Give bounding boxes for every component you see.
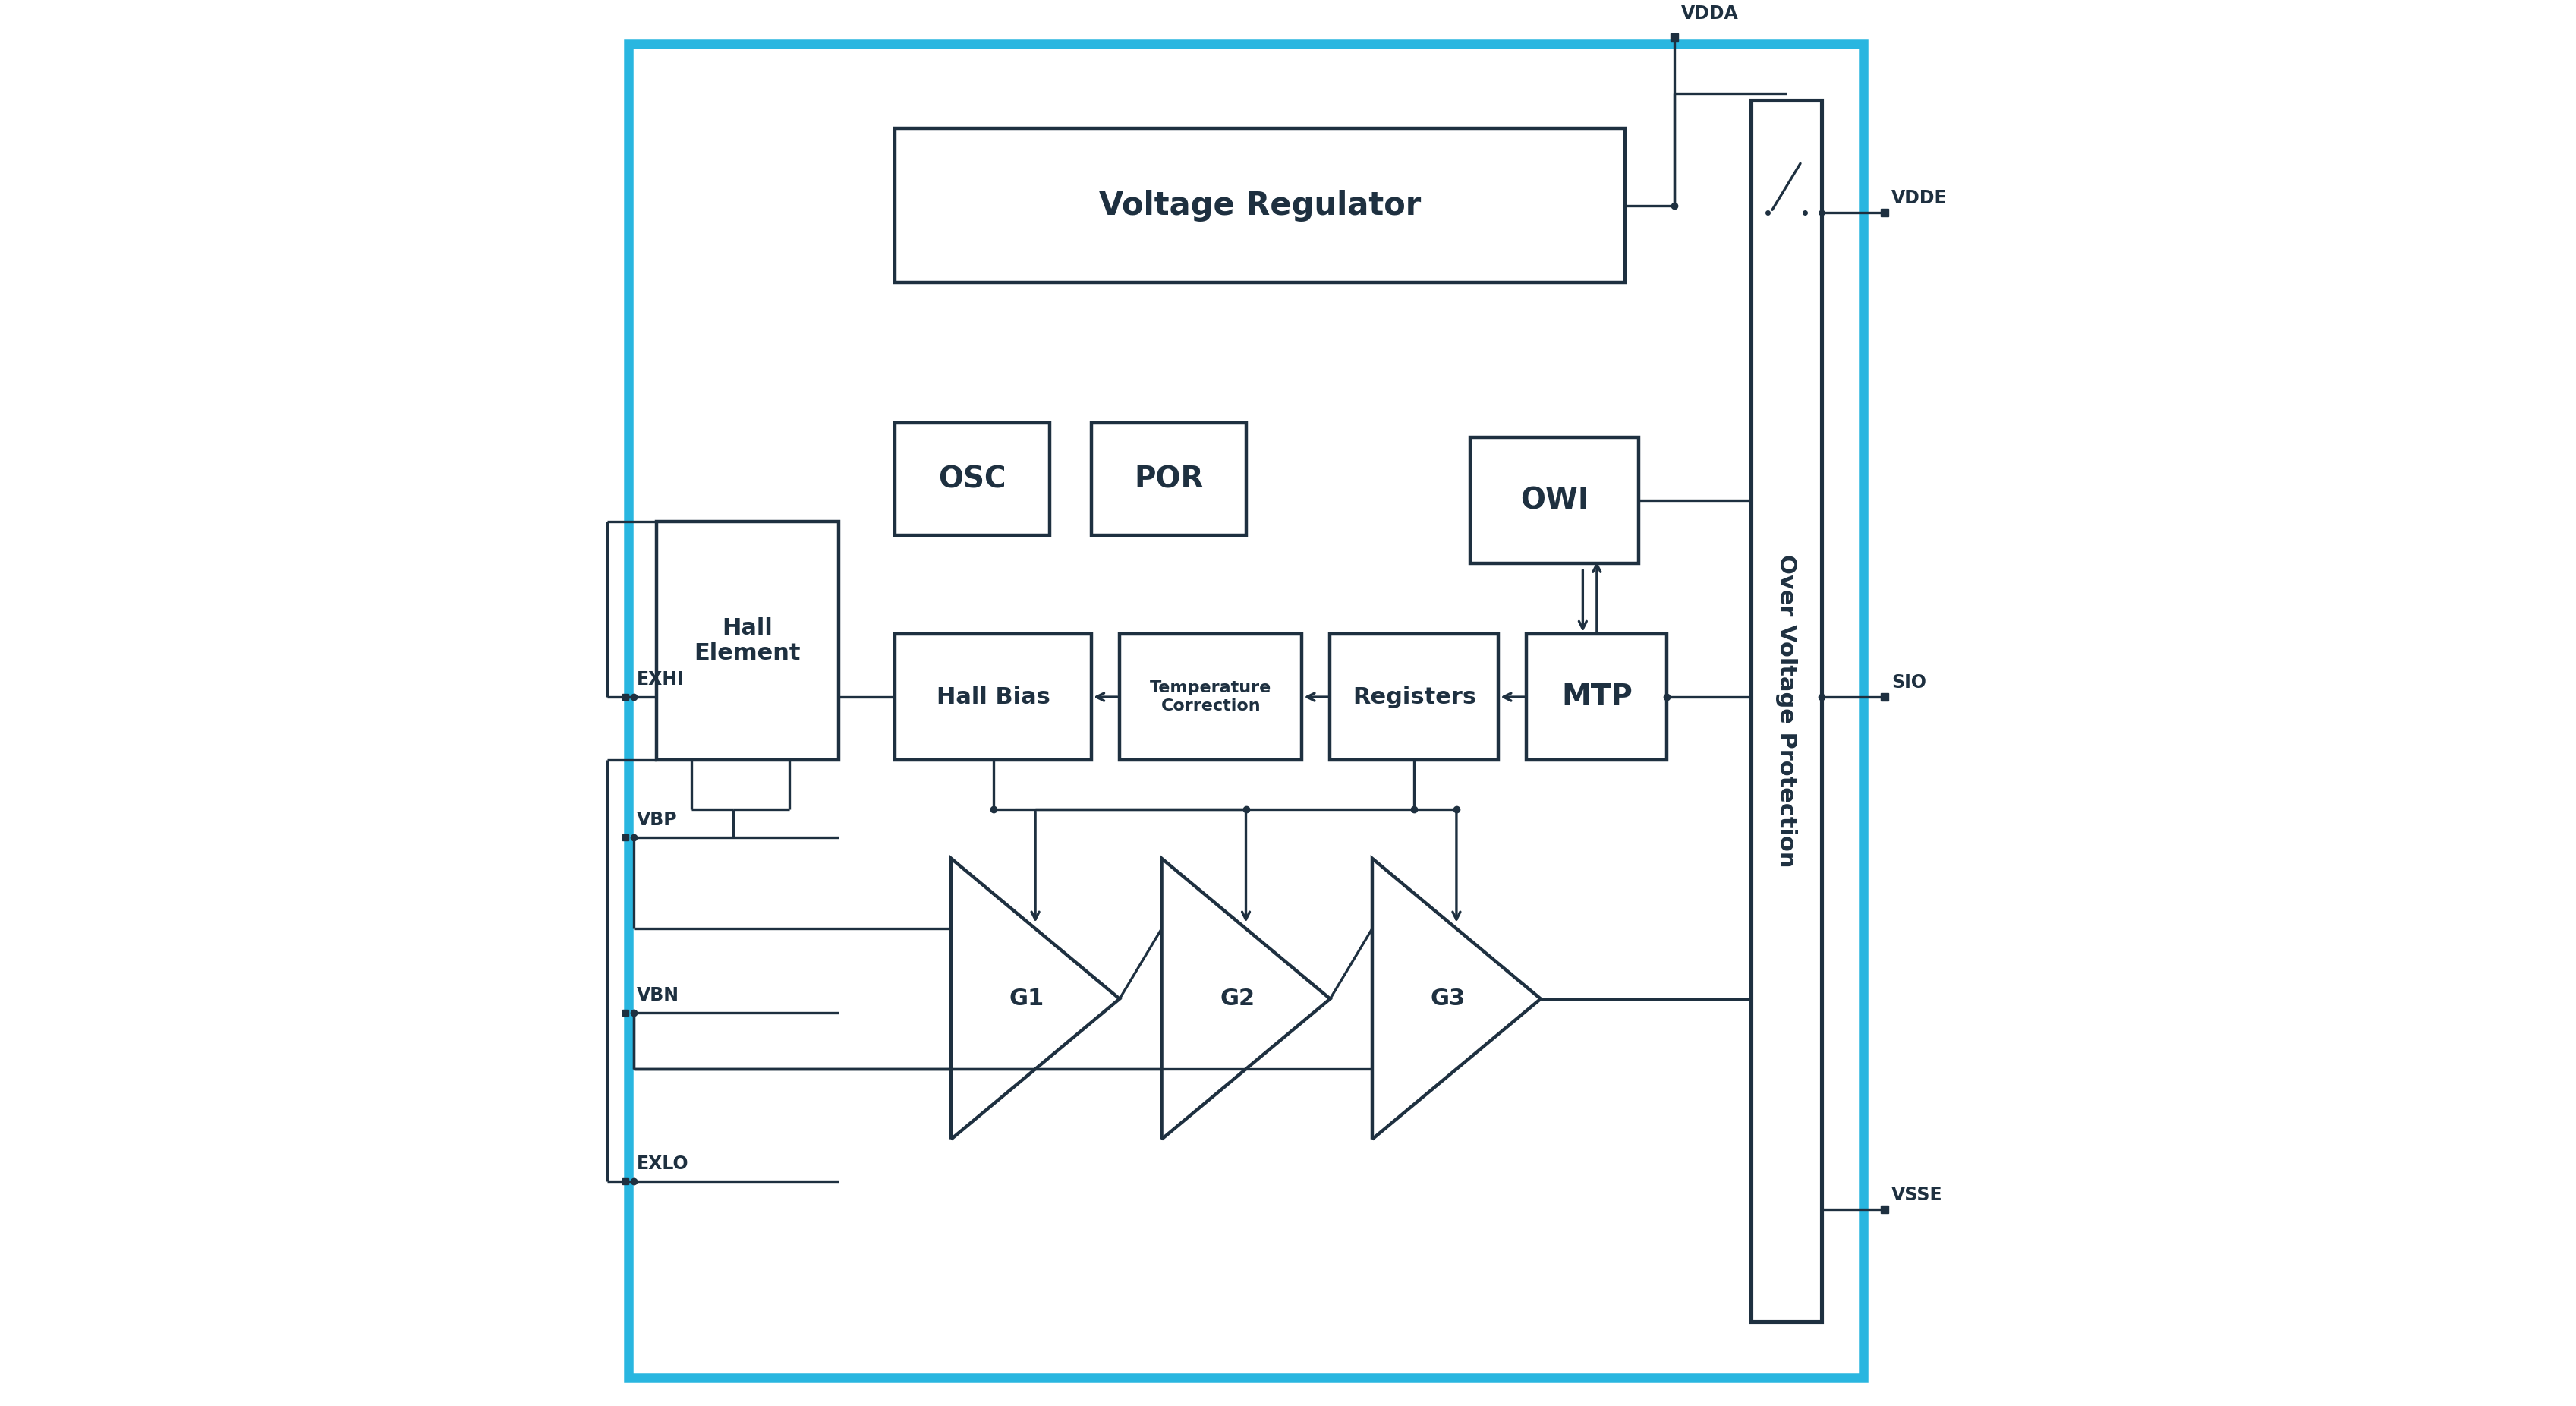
Text: MTP: MTP [1561, 682, 1633, 711]
Text: VDDA: VDDA [1682, 4, 1739, 22]
Polygon shape [951, 859, 1121, 1139]
Text: EXLO: EXLO [636, 1154, 688, 1173]
Bar [1471, 437, 1638, 564]
Polygon shape [1162, 859, 1329, 1139]
Polygon shape [1373, 859, 1540, 1139]
Text: SIO: SIO [1891, 673, 1927, 692]
Text: Voltage Regulator: Voltage Regulator [1100, 190, 1422, 222]
Text: G1: G1 [1010, 988, 1043, 1010]
Text: EXHI: EXHI [636, 671, 685, 689]
Bar [894, 128, 1625, 283]
Bar [1121, 634, 1301, 761]
Text: POR: POR [1133, 465, 1203, 494]
Text: Temperature
Correction: Temperature Correction [1149, 681, 1273, 713]
Bar [894, 634, 1092, 761]
Text: G2: G2 [1221, 988, 1255, 1010]
Text: Hall
Element: Hall Element [696, 617, 801, 665]
Bar [629, 44, 1862, 1378]
Bar [1528, 634, 1667, 761]
Text: G3: G3 [1430, 988, 1466, 1010]
Text: Registers: Registers [1352, 686, 1476, 709]
Bar [1752, 100, 1821, 1322]
Text: OWI: OWI [1520, 486, 1589, 515]
Text: VBP: VBP [636, 811, 677, 830]
Text: VDDE: VDDE [1891, 188, 1947, 207]
Bar [1329, 634, 1499, 761]
Text: Hall Bias: Hall Bias [935, 686, 1051, 709]
Text: OSC: OSC [938, 465, 1007, 494]
Bar [1092, 423, 1247, 536]
Text: VSSE: VSSE [1891, 1185, 1942, 1204]
Text: VBN: VBN [636, 986, 680, 1004]
Bar [894, 423, 1048, 536]
Text: Over Voltage Protection: Over Voltage Protection [1775, 554, 1798, 868]
Bar [657, 522, 840, 761]
